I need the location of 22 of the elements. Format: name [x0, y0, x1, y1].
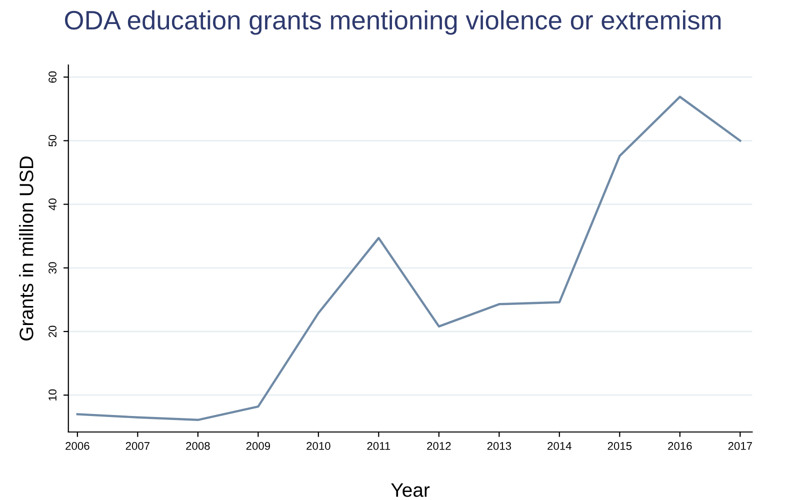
x-tick-label: 2006 [66, 442, 90, 450]
y-tick-label: 60 [48, 71, 56, 83]
x-tick-label: 2012 [427, 442, 451, 450]
x-tick-label: 2014 [548, 442, 572, 450]
line-series [76, 96, 742, 422]
x-tick-label: 2017 [728, 442, 752, 450]
x-tick-label: 2011 [367, 442, 390, 450]
x-tick-label: 2009 [246, 442, 270, 450]
chart-title: ODA education grants mentioning violence or extremism [64, 10, 721, 35]
x-axis-title: Year [391, 483, 430, 497]
y-tick-label: 10 [48, 389, 56, 400]
y-tick-label: 50 [48, 134, 56, 146]
y-tick-label: 20 [48, 326, 56, 338]
y-axis-title: Grants in million USD [19, 156, 34, 340]
x-tick-label: 2008 [186, 442, 210, 450]
x-tick-label: 2013 [487, 442, 512, 450]
y-tick-label: 40 [48, 198, 56, 210]
y-tick-label: 30 [48, 262, 56, 274]
x-tick-label: 2007 [126, 442, 150, 450]
x-tick-label: 2010 [306, 442, 330, 450]
x-tick-label: 2015 [608, 442, 632, 450]
x-tick-label: 2016 [668, 442, 692, 450]
